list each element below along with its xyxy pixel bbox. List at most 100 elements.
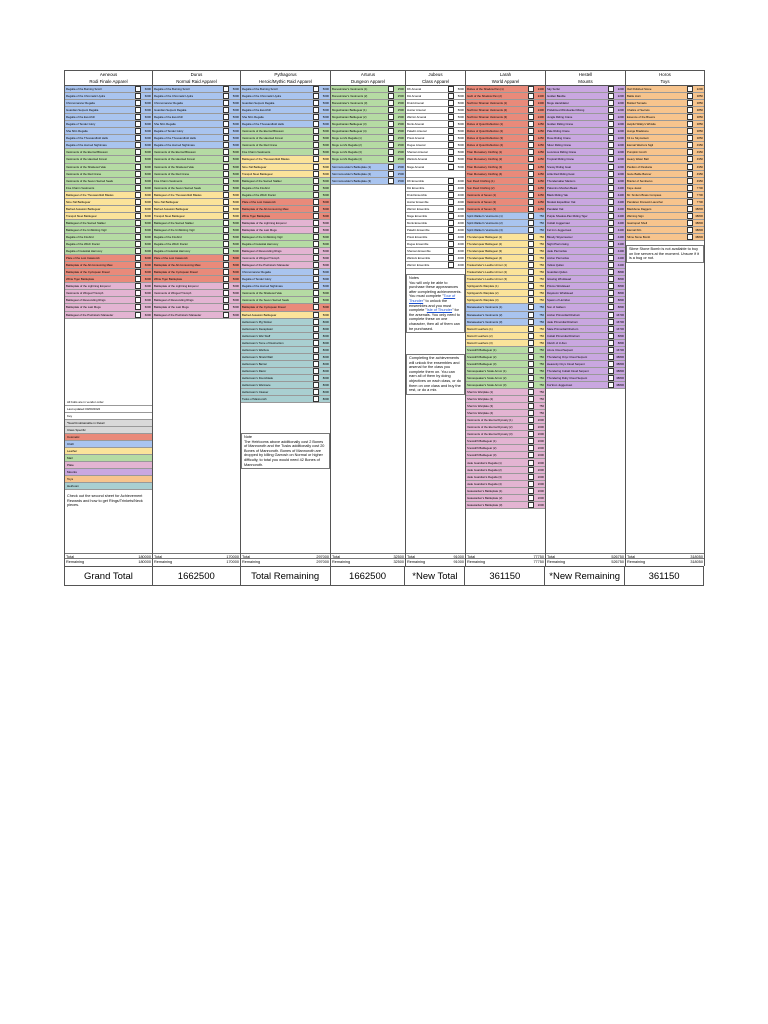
collected-checkbox[interactable] (223, 304, 229, 311)
collected-checkbox[interactable] (313, 255, 319, 262)
collected-checkbox[interactable] (528, 431, 534, 438)
collected-checkbox[interactable] (528, 339, 534, 346)
collected-checkbox[interactable] (223, 198, 229, 205)
collected-checkbox[interactable] (135, 100, 141, 107)
collected-checkbox[interactable] (135, 107, 141, 114)
collected-checkbox[interactable] (313, 163, 319, 170)
collected-checkbox[interactable] (388, 156, 394, 163)
collected-checkbox[interactable] (223, 121, 229, 128)
collected-checkbox[interactable] (313, 374, 319, 381)
collected-checkbox[interactable] (313, 219, 319, 226)
collected-checkbox[interactable] (448, 234, 454, 240)
collected-checkbox[interactable] (135, 142, 141, 149)
collected-checkbox[interactable] (528, 290, 534, 297)
collected-checkbox[interactable] (448, 177, 454, 184)
collected-checkbox[interactable] (313, 114, 319, 121)
collected-checkbox[interactable] (223, 184, 229, 191)
collected-checkbox[interactable] (608, 135, 614, 142)
collected-checkbox[interactable] (223, 283, 229, 290)
collected-checkbox[interactable] (223, 86, 229, 93)
collected-checkbox[interactable] (608, 234, 614, 240)
collected-checkbox[interactable] (313, 276, 319, 283)
collected-checkbox[interactable] (223, 191, 229, 198)
collected-checkbox[interactable] (528, 374, 534, 381)
collected-checkbox[interactable] (608, 107, 614, 114)
collected-checkbox[interactable] (528, 360, 534, 367)
collected-checkbox[interactable] (448, 107, 454, 114)
collected-checkbox[interactable] (388, 128, 394, 135)
collected-checkbox[interactable] (687, 212, 693, 219)
collected-checkbox[interactable] (135, 114, 141, 121)
collected-checkbox[interactable] (528, 241, 534, 248)
collected-checkbox[interactable] (223, 276, 229, 283)
collected-checkbox[interactable] (608, 191, 614, 198)
collected-checkbox[interactable] (687, 86, 693, 93)
collected-checkbox[interactable] (608, 360, 614, 367)
collected-checkbox[interactable] (135, 241, 141, 248)
collected-checkbox[interactable] (448, 114, 454, 121)
collected-checkbox[interactable] (388, 149, 394, 156)
collected-checkbox[interactable] (135, 304, 141, 311)
collected-checkbox[interactable] (223, 142, 229, 149)
collected-checkbox[interactable] (528, 325, 534, 332)
collected-checkbox[interactable] (687, 234, 693, 240)
collected-checkbox[interactable] (687, 205, 693, 212)
collected-checkbox[interactable] (135, 177, 141, 184)
collected-checkbox[interactable] (528, 262, 534, 269)
collected-checkbox[interactable] (313, 93, 319, 100)
collected-checkbox[interactable] (608, 304, 614, 311)
collected-checkbox[interactable] (608, 86, 614, 93)
collected-checkbox[interactable] (313, 283, 319, 290)
collected-checkbox[interactable] (135, 226, 141, 233)
collected-checkbox[interactable] (528, 381, 534, 388)
collected-checkbox[interactable] (313, 135, 319, 142)
collected-checkbox[interactable] (223, 290, 229, 297)
collected-checkbox[interactable] (135, 255, 141, 262)
collected-checkbox[interactable] (528, 149, 534, 156)
collected-checkbox[interactable] (313, 100, 319, 107)
collected-checkbox[interactable] (388, 135, 394, 142)
collected-checkbox[interactable] (528, 170, 534, 177)
collected-checkbox[interactable] (223, 100, 229, 107)
collected-checkbox[interactable] (313, 339, 319, 346)
collected-checkbox[interactable] (223, 241, 229, 248)
collected-checkbox[interactable] (448, 163, 454, 170)
collected-checkbox[interactable] (528, 142, 534, 149)
collected-checkbox[interactable] (388, 86, 394, 93)
collected-checkbox[interactable] (448, 100, 454, 107)
collected-checkbox[interactable] (388, 163, 394, 170)
collected-checkbox[interactable] (135, 135, 141, 142)
collected-checkbox[interactable] (135, 248, 141, 255)
collected-checkbox[interactable] (608, 170, 614, 177)
collected-checkbox[interactable] (313, 262, 319, 269)
collected-checkbox[interactable] (135, 86, 141, 93)
collected-checkbox[interactable] (687, 93, 693, 100)
collected-checkbox[interactable] (223, 248, 229, 255)
collected-checkbox[interactable] (313, 332, 319, 339)
collected-checkbox[interactable] (528, 121, 534, 128)
collected-checkbox[interactable] (135, 170, 141, 177)
collected-checkbox[interactable] (448, 86, 454, 93)
collected-checkbox[interactable] (608, 114, 614, 121)
collected-checkbox[interactable] (135, 262, 141, 269)
collected-checkbox[interactable] (135, 269, 141, 276)
collected-checkbox[interactable] (135, 234, 141, 240)
collected-checkbox[interactable] (687, 156, 693, 163)
collected-checkbox[interactable] (528, 114, 534, 121)
collected-checkbox[interactable] (528, 332, 534, 339)
collected-checkbox[interactable] (223, 212, 229, 219)
collected-checkbox[interactable] (608, 93, 614, 100)
achievement-link[interactable]: Tour of Thunder (409, 294, 456, 303)
collected-checkbox[interactable] (608, 276, 614, 283)
collected-checkbox[interactable] (313, 389, 319, 396)
collected-checkbox[interactable] (608, 128, 614, 135)
collected-checkbox[interactable] (313, 318, 319, 325)
collected-checkbox[interactable] (608, 177, 614, 184)
achievement-link[interactable]: Isle of Thunder (426, 308, 453, 313)
collected-checkbox[interactable] (313, 149, 319, 156)
collected-checkbox[interactable] (528, 86, 534, 93)
collected-checkbox[interactable] (687, 149, 693, 156)
collected-checkbox[interactable] (528, 410, 534, 417)
collected-checkbox[interactable] (608, 205, 614, 212)
collected-checkbox[interactable] (313, 191, 319, 198)
